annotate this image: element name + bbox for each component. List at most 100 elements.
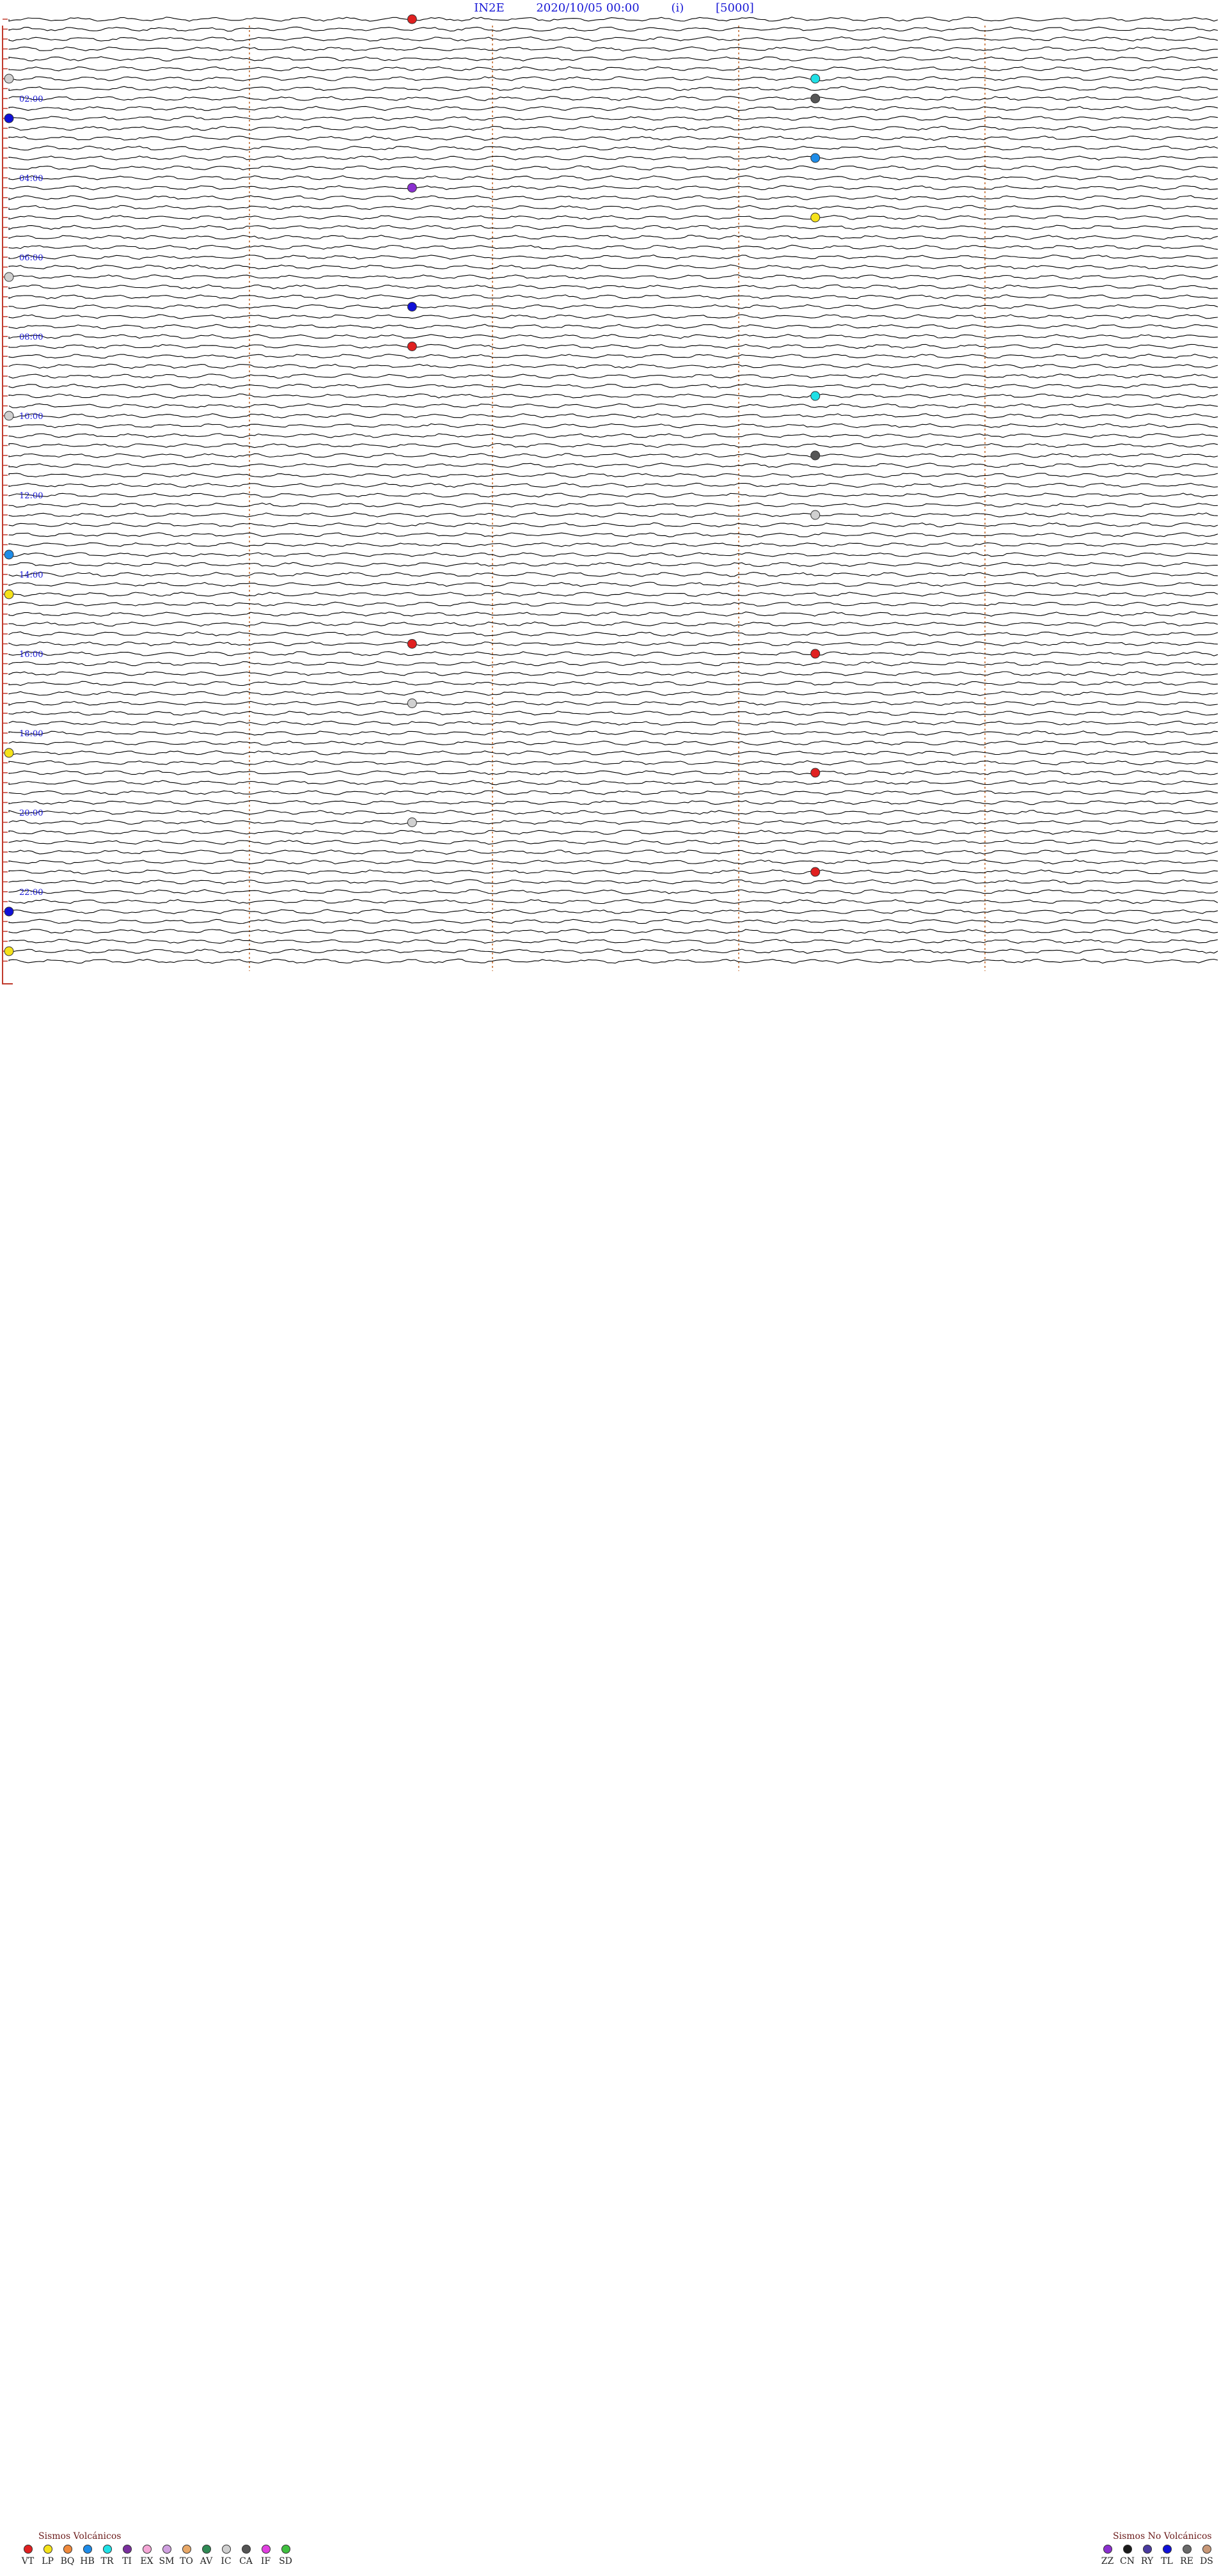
legend-dot [281, 2545, 290, 2554]
trace-row [8, 502, 1218, 508]
event-marker [810, 649, 821, 659]
legend-item-ex: EX [137, 2545, 157, 2566]
time-label: 18:00 [19, 729, 43, 739]
legend-item-ry: RY [1137, 2545, 1157, 2566]
trace-row [8, 225, 1218, 230]
legend-code: VT [21, 2556, 35, 2566]
event-marker [4, 906, 14, 917]
time-label: 22:00 [19, 888, 43, 897]
event-marker [407, 302, 417, 312]
legend-dot [1103, 2545, 1112, 2554]
trace-row [8, 175, 1218, 180]
trace-row [8, 155, 1218, 161]
legend-code: RE [1180, 2556, 1193, 2566]
legend-dot [241, 2545, 251, 2554]
trace-row [8, 700, 1218, 706]
legend-item-ds: DS [1197, 2545, 1216, 2566]
trace-row [8, 621, 1218, 627]
trace-row [8, 462, 1218, 468]
trace-row [8, 36, 1218, 42]
trace-row [8, 899, 1218, 905]
trace-row [8, 919, 1218, 924]
legend-item-vt: VT [18, 2545, 38, 2566]
trace-row [8, 136, 1218, 141]
legend-code: EX [140, 2556, 154, 2566]
legend-dot [122, 2545, 132, 2554]
chart-header: IN2E 2020/10/05 00:00 (i) [5000] [0, 1, 1228, 15]
legend-item-if: IF [256, 2545, 276, 2566]
trace-row [8, 731, 1218, 736]
trace-row [8, 949, 1218, 954]
legend-code: ZZ [1101, 2556, 1114, 2566]
trace-row [8, 819, 1218, 825]
trace-row [8, 165, 1218, 171]
event-marker [4, 748, 14, 758]
trace-row [8, 145, 1218, 151]
legend-code: RY [1140, 2556, 1154, 2566]
trace-row [8, 493, 1218, 498]
legend-code: HB [80, 2556, 95, 2566]
trace-row [8, 750, 1218, 755]
trace-row [8, 601, 1218, 607]
legend-code: TR [100, 2556, 114, 2566]
trace-row [8, 671, 1218, 676]
trace-row [8, 443, 1218, 448]
trace-row [8, 760, 1218, 766]
event-marker [810, 768, 821, 778]
trace-row [8, 473, 1218, 478]
legend-dot [1122, 2545, 1132, 2554]
legend-code: DS [1200, 2556, 1213, 2566]
trace-row [8, 810, 1218, 815]
trace-row [8, 205, 1218, 210]
trace-row [8, 909, 1218, 914]
trace-row [8, 651, 1218, 656]
trace-row [8, 859, 1218, 865]
trace-row [8, 869, 1218, 874]
trace-row [8, 393, 1218, 399]
trace-row [8, 800, 1218, 805]
trace-row [8, 76, 1218, 81]
trace-row [8, 711, 1218, 716]
legend-item-ti: TI [117, 2545, 137, 2566]
trace-row [8, 244, 1218, 250]
event-marker [407, 14, 417, 24]
trace-row [8, 116, 1218, 121]
trace-row [8, 691, 1218, 696]
legend-item-sm: SM [157, 2545, 177, 2566]
time-label: 08:00 [19, 333, 43, 342]
event-marker [810, 450, 821, 461]
trace-row [8, 46, 1218, 52]
trace-row [8, 235, 1218, 240]
legend-dot [221, 2545, 231, 2554]
trace-row [8, 929, 1218, 934]
trace-row [8, 612, 1218, 617]
trace-row [8, 383, 1218, 389]
trace-row [8, 453, 1218, 458]
legend-item-lp: LP [38, 2545, 58, 2566]
trace-row [8, 294, 1218, 299]
trace-row [8, 66, 1218, 72]
trace-row [8, 681, 1218, 686]
trace-row [8, 255, 1218, 260]
legend-item-cn: CN [1117, 2545, 1137, 2566]
legend-code: CA [239, 2556, 253, 2566]
trace-row [8, 849, 1218, 855]
legend-item-hb: HB [77, 2545, 97, 2566]
trace-row [8, 374, 1218, 379]
trace-row [8, 56, 1218, 61]
event-marker [4, 589, 14, 599]
event-marker [4, 549, 14, 560]
volcanic-legend: VT LP BQ HB TR TI EX SM TO AV IC CA IF SD [18, 2545, 295, 2566]
legend-dot [23, 2545, 33, 2554]
time-label: 10:00 [19, 412, 43, 422]
trace-row [8, 720, 1218, 726]
legend-code: IC [221, 2556, 232, 2566]
legend-item-tr: TR [97, 2545, 117, 2566]
trace-row [8, 790, 1218, 795]
event-marker [810, 153, 821, 163]
event-marker [4, 272, 14, 282]
trace-row [8, 363, 1218, 369]
event-marker [4, 113, 14, 123]
legend-code: BQ [60, 2556, 75, 2566]
event-marker [810, 212, 821, 223]
